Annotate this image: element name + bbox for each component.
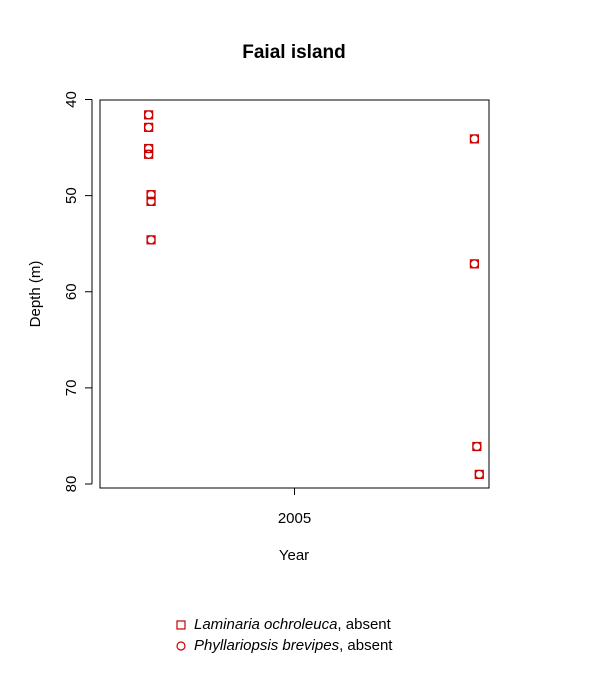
legend-series-status: , absent — [337, 616, 391, 633]
x-axis: 2005 — [278, 488, 311, 527]
legend: Laminaria ochroleuca, absent Phyllariops… — [174, 614, 392, 656]
data-point-circle — [474, 469, 484, 479]
legend-series-name: Phyllariopsis brevipes — [194, 637, 340, 654]
data-point-circle — [469, 134, 480, 144]
data-point-circle — [144, 149, 154, 159]
data-point-circle — [144, 143, 154, 154]
x-axis-label: Year — [279, 547, 309, 564]
plot-frame — [99, 99, 490, 489]
data-point-circle — [472, 441, 482, 452]
data-point-circle — [144, 110, 154, 120]
scatter-chart: Faial island 40 50 60 70 80 2005 Year Depth … — [27, 42, 490, 564]
y-axis: 40 50 60 70 80 — [63, 91, 93, 493]
data-point-circle — [146, 196, 156, 206]
y-tick-label: 80 — [63, 476, 80, 493]
data-points — [144, 110, 484, 479]
circle-marker-icon — [174, 639, 194, 653]
legend-series-status: , absent — [339, 637, 393, 654]
y-tick-label: 60 — [63, 283, 80, 300]
data-point-circle — [144, 122, 154, 132]
chart-title: Faial island — [242, 42, 345, 63]
data-point-circle — [469, 259, 480, 269]
square-marker-icon — [174, 618, 194, 632]
legend-entry-laminaria: Laminaria ochroleuca, absent — [174, 614, 392, 635]
y-tick-label: 70 — [63, 380, 80, 397]
y-tick-label: 40 — [63, 91, 80, 108]
data-point-circle — [146, 235, 156, 245]
y-tick-label: 50 — [63, 187, 80, 204]
legend-series-name: Laminaria ochroleuca — [194, 616, 338, 633]
legend-entry-phyllariopsis: Phyllariopsis brevipes, absent — [174, 635, 392, 656]
data-point-circle — [146, 190, 156, 200]
x-tick-label: 2005 — [278, 510, 311, 527]
y-axis-label: Depth (m) — [27, 261, 44, 328]
